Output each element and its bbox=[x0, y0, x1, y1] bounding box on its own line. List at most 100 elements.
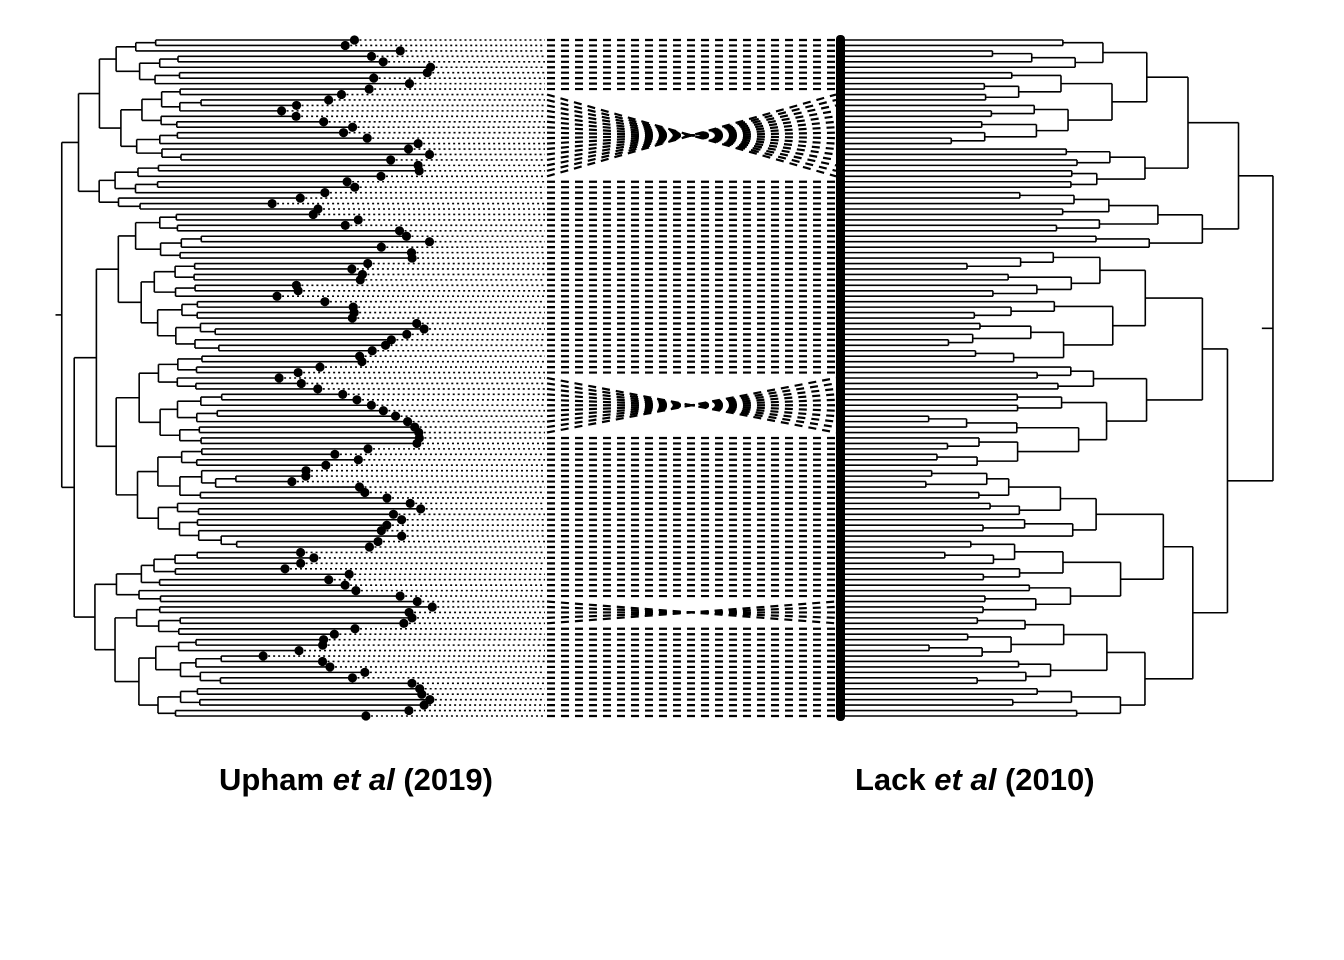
left-tip-marker bbox=[397, 515, 407, 525]
left-tip-marker bbox=[378, 57, 388, 67]
left-tip-marker bbox=[291, 111, 301, 121]
left-tip-marker bbox=[395, 46, 405, 56]
left-tree-year: (2019) bbox=[403, 762, 493, 797]
tip-connector bbox=[546, 98, 837, 172]
left-tip-marker bbox=[329, 629, 339, 639]
tip-connector-lines bbox=[263, 38, 837, 718]
left-tip-marker bbox=[407, 253, 417, 263]
right-tree-etal: et al bbox=[934, 762, 997, 797]
left-tip-marker bbox=[351, 586, 361, 596]
left-tip-marker bbox=[309, 553, 319, 563]
left-tip-marker bbox=[320, 297, 330, 307]
left-tip-marker bbox=[280, 564, 290, 574]
left-phylogenetic-tree bbox=[55, 39, 433, 717]
right-tree-author: Lack bbox=[855, 762, 926, 797]
left-tip-marker bbox=[258, 651, 268, 661]
left-tip-marker bbox=[315, 362, 325, 372]
left-tip-marker bbox=[412, 318, 422, 329]
left-tip-marker bbox=[344, 569, 354, 579]
left-tip-marker bbox=[363, 258, 373, 269]
left-tip-marker bbox=[296, 558, 306, 568]
left-tip-marker bbox=[404, 705, 414, 716]
left-tip-marker bbox=[340, 40, 350, 51]
left-tip-marker bbox=[293, 286, 303, 296]
left-tip-marker bbox=[390, 411, 401, 421]
left-tip-marker bbox=[318, 640, 328, 650]
left-tip-marker bbox=[340, 580, 350, 590]
left-tree-etal: et al bbox=[332, 762, 395, 797]
left-tree-author: Upham bbox=[219, 762, 325, 797]
left-tip-marker bbox=[402, 329, 412, 339]
left-tip-marker bbox=[338, 389, 348, 399]
left-tip-marker bbox=[405, 498, 415, 508]
left-tip-marker bbox=[364, 84, 374, 94]
right-tip-marker-column bbox=[836, 35, 845, 721]
left-tip-marker bbox=[394, 226, 405, 236]
left-tip-marker bbox=[350, 624, 360, 634]
left-tip-marker bbox=[320, 188, 330, 198]
left-tip-marker bbox=[416, 504, 426, 514]
left-tip-marker bbox=[357, 357, 367, 367]
tip-connector bbox=[546, 376, 837, 434]
left-tip-marker bbox=[350, 182, 360, 192]
left-tip-marker bbox=[427, 602, 437, 612]
left-tip-marker bbox=[386, 155, 396, 165]
left-tip-marker bbox=[308, 209, 318, 220]
left-tip-marker bbox=[324, 95, 334, 105]
tip-connector bbox=[546, 104, 837, 167]
left-tip-marker bbox=[402, 417, 413, 427]
left-tip-marker bbox=[352, 395, 362, 405]
left-tip-marker bbox=[319, 117, 329, 127]
left-tip-marker bbox=[353, 455, 363, 465]
left-tip-marker bbox=[295, 193, 305, 203]
left-tip-marker bbox=[403, 144, 414, 154]
left-tip-marker bbox=[364, 542, 375, 552]
left-tip-marker bbox=[412, 438, 422, 449]
left-tip-marker bbox=[276, 106, 287, 116]
left-tip-marker bbox=[376, 171, 386, 181]
left-tip-marker bbox=[380, 340, 391, 350]
left-tip-marker bbox=[321, 460, 331, 470]
left-tip-marker bbox=[347, 673, 358, 683]
left-tip-marker bbox=[301, 471, 311, 481]
left-tip-marker bbox=[287, 476, 297, 487]
left-tip-marker bbox=[336, 89, 347, 100]
left-tip-marker bbox=[349, 35, 360, 45]
left-tip-marker bbox=[347, 313, 357, 323]
tip-connector bbox=[546, 600, 837, 625]
left-tip-marker bbox=[296, 378, 306, 389]
left-tip-marker bbox=[363, 444, 373, 454]
left-tip-marker bbox=[388, 509, 399, 519]
left-tip-marker bbox=[376, 526, 386, 536]
left-tip-marker bbox=[340, 220, 350, 230]
left-tip-marker bbox=[360, 667, 370, 677]
right-tree-label: Lack et al (2010) bbox=[855, 762, 1095, 798]
left-tip-marker bbox=[324, 575, 334, 585]
left-tree-label: Upham et al (2019) bbox=[219, 762, 493, 798]
left-tip-marker bbox=[373, 536, 383, 547]
left-tip-marker bbox=[382, 493, 392, 503]
left-tip-marker bbox=[414, 166, 424, 176]
left-tip-marker bbox=[338, 128, 349, 138]
left-tip-marker bbox=[353, 215, 363, 225]
left-tip-marker bbox=[291, 100, 302, 111]
left-tip-marker bbox=[419, 700, 429, 710]
left-tip-marker bbox=[401, 231, 412, 241]
left-tip-marker bbox=[376, 242, 386, 252]
left-tip-marker bbox=[419, 324, 429, 334]
left-tip-marker bbox=[407, 678, 417, 688]
left-tip-marker bbox=[274, 373, 284, 383]
left-tip-marker bbox=[347, 264, 357, 274]
left-tip-marker bbox=[361, 711, 371, 721]
left-tip-marker bbox=[407, 613, 417, 623]
left-tip-markers bbox=[258, 35, 437, 721]
left-tip-marker bbox=[313, 384, 323, 394]
left-tip-marker bbox=[325, 662, 335, 672]
left-tip-marker bbox=[378, 406, 388, 416]
left-tip-marker bbox=[404, 79, 415, 89]
left-tip-marker bbox=[386, 335, 396, 345]
left-tip-marker bbox=[422, 68, 432, 78]
right-phylogenetic-tree bbox=[841, 39, 1274, 717]
right-tree-year: (2010) bbox=[1004, 762, 1095, 797]
